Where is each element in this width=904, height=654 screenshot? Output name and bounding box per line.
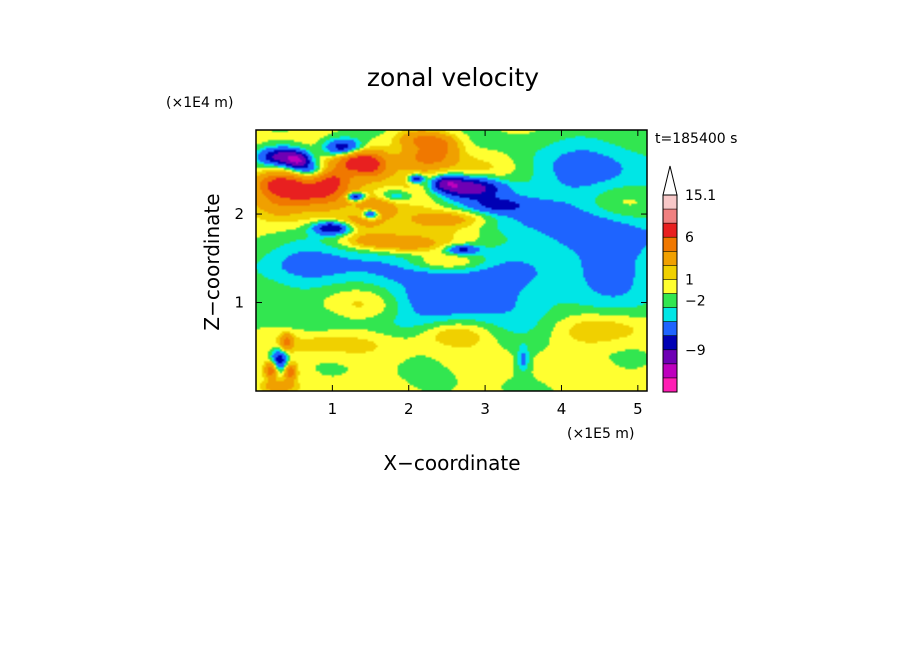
colorbar-label: 1 [685, 272, 694, 288]
x-tick-label: 2 [404, 400, 414, 418]
y-tick-label: 1 [234, 294, 244, 312]
colorbar-swatch [663, 237, 677, 252]
colorbar-swatch [663, 265, 677, 280]
x-axis-label: X−coordinate [383, 451, 520, 475]
y-scale-label: (×1E4 m) [166, 95, 233, 111]
x-scale-label: (×1E5 m) [567, 426, 634, 442]
colorbar: 15.1 6 1 −2 −9 [662, 165, 716, 393]
colorbar-triangle [662, 165, 678, 196]
colorbar-swatch [663, 307, 677, 323]
colorbar-swatch [663, 223, 677, 238]
x-tick-label: 5 [633, 400, 643, 418]
x-axis: 1 2 3 4 5 [328, 130, 643, 418]
colorbar-swatch [663, 349, 677, 365]
colorbar-label: −9 [685, 343, 706, 359]
colorbar-label: 15.1 [685, 188, 716, 204]
colorbar-swatch [663, 279, 677, 294]
colorbar-swatch [663, 321, 677, 337]
colorbar-label: 6 [685, 230, 694, 246]
colorbar-frame [662, 194, 678, 393]
time-label: t=185400 s [655, 131, 737, 147]
y-axis: 12 [234, 205, 647, 312]
colorbar-label: −2 [685, 294, 706, 310]
colorbar-swatch [663, 377, 677, 393]
plot-frame [255, 129, 648, 392]
y-tick-label: 2 [234, 205, 244, 223]
x-tick-label: 1 [328, 400, 338, 418]
colorbar-swatch [663, 195, 677, 210]
chart-title: zonal velocity [367, 63, 539, 92]
x-tick-label: 4 [557, 400, 567, 418]
colorbar-swatch [663, 251, 677, 266]
colorbar-swatch [663, 293, 677, 309]
heatmap-field [256, 130, 647, 391]
colorbar-swatch [663, 335, 677, 351]
colorbar-swatch [663, 363, 677, 379]
y-axis-label: Z−coordinate [200, 193, 224, 330]
x-tick-label: 3 [480, 400, 490, 418]
colorbar-swatch [663, 209, 677, 224]
